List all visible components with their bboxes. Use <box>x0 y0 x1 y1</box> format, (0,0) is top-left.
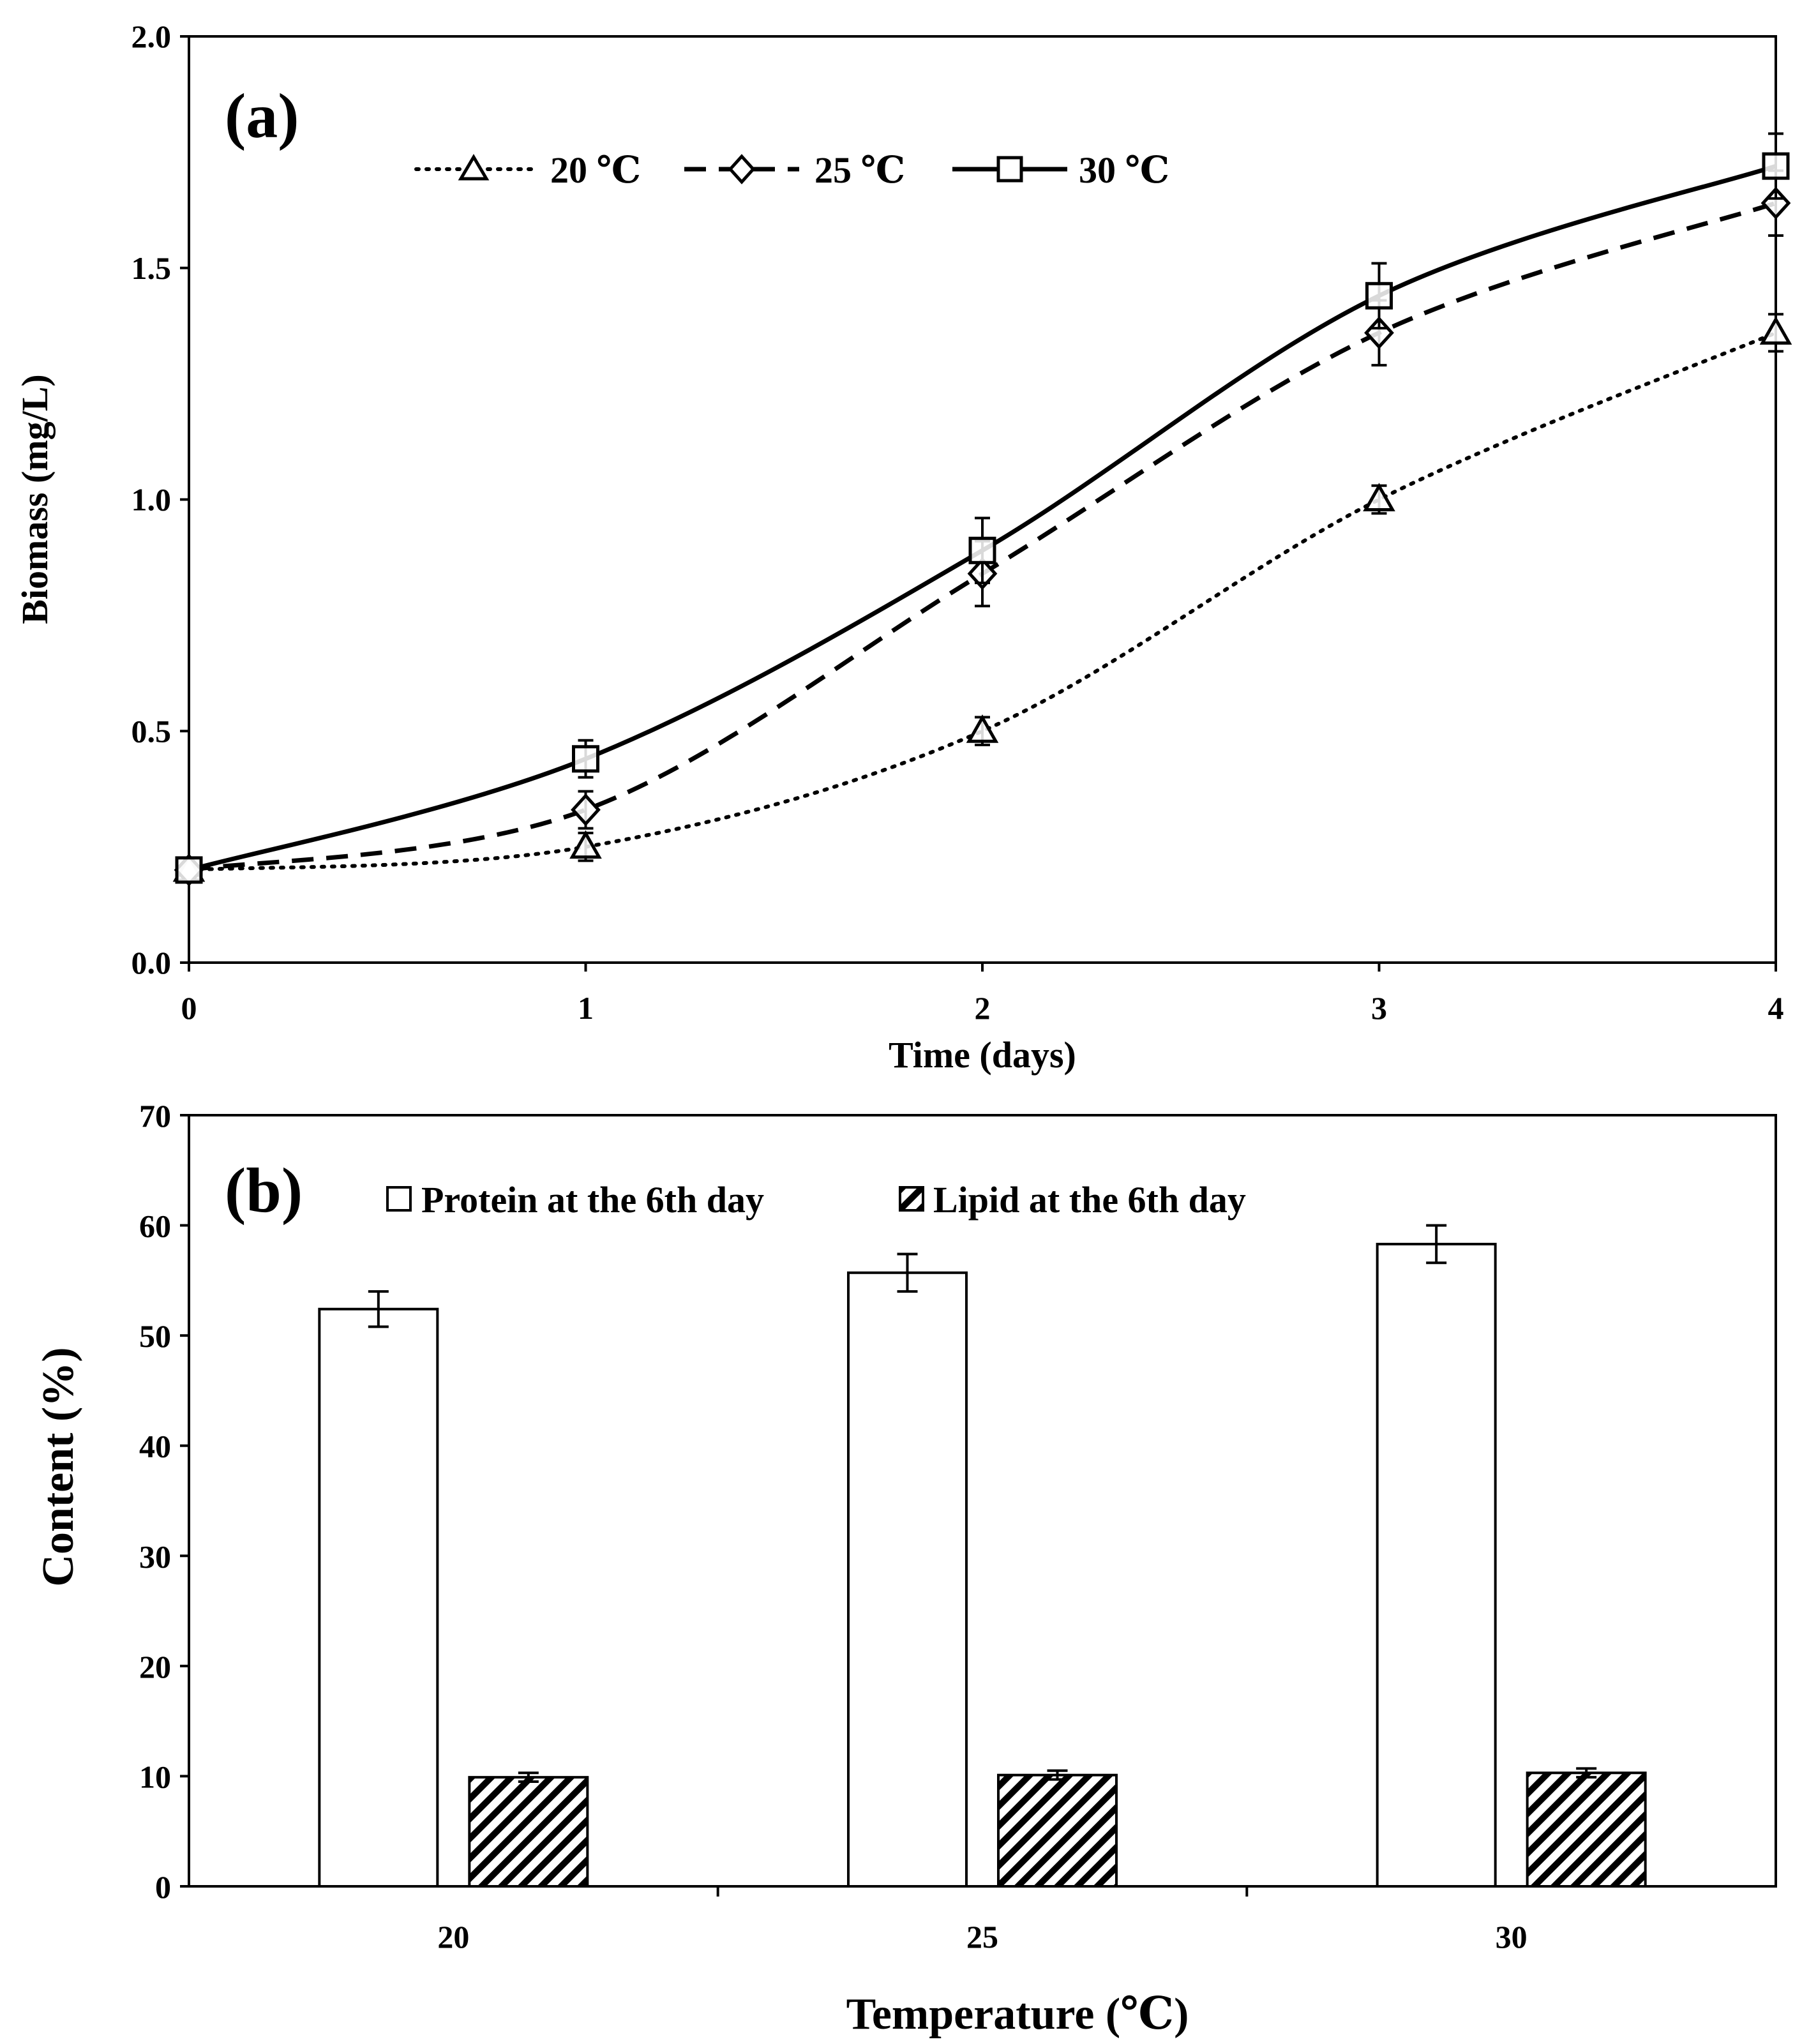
data-point-square <box>175 856 203 884</box>
legend-label-lipid: Lipid at the 6th day <box>933 1179 1246 1221</box>
legend-item-25c: 25 ℃ <box>684 149 905 191</box>
data-point-diamond <box>1364 316 1394 350</box>
x-tick-label: 4 <box>1768 990 1784 1026</box>
panel-b-bars <box>318 1224 1647 1888</box>
bar-protein <box>318 1307 439 1888</box>
legend-item-20c: 20 ℃ <box>414 149 641 191</box>
bar-lipid <box>468 1776 589 1888</box>
panel-a-x-ticks: 0 1 2 3 4 <box>181 963 1784 1026</box>
x-tick-label: 0 <box>181 990 197 1026</box>
y-tick-label: 40 <box>139 1429 171 1464</box>
legend-item-30c: 30 ℃ <box>952 149 1169 191</box>
legend-label-protein: Protein at the 6th day <box>421 1179 764 1221</box>
panel-a-y-ticks: 0.0 0.5 1.0 1.5 2.0 <box>131 19 189 981</box>
panel-b-label: (b) <box>225 1155 303 1226</box>
y-tick-label: 1.0 <box>131 482 172 518</box>
bar-lipid <box>997 1773 1118 1888</box>
y-tick-label: 0.0 <box>131 945 172 981</box>
panel-b-x-axis-label: Temperature (℃) <box>846 1990 1189 2039</box>
bar-protein <box>1376 1242 1497 1888</box>
panel-b-y-ticks: 0 10 20 30 40 50 60 70 <box>139 1098 189 1905</box>
panel-b-legend: Protein at the 6th day Lipid at the 6th … <box>386 1179 1246 1221</box>
data-point-diamond <box>571 793 601 827</box>
bar-lipid <box>1526 1771 1647 1888</box>
legend-item-protein: Protein at the 6th day <box>386 1179 764 1221</box>
panel-a-label: (a) <box>225 80 299 151</box>
data-point-square <box>572 745 599 773</box>
series-line-triangle <box>187 331 1778 872</box>
legend-label-30c: 30 ℃ <box>1079 149 1169 191</box>
panel-b-x-ticks: 20 25 30 <box>437 1886 1528 1955</box>
data-point-square <box>968 536 996 564</box>
x-tick-label: 20 <box>437 1919 469 1955</box>
x-tick-label: 3 <box>1371 990 1387 1026</box>
bar-protein <box>847 1271 968 1888</box>
panel-a-markers <box>172 132 1792 887</box>
x-tick-label: 25 <box>966 1919 998 1955</box>
y-tick-label: 20 <box>139 1649 171 1685</box>
data-point-triangle <box>966 714 999 743</box>
data-point-diamond <box>1760 186 1791 220</box>
data-point-square <box>1762 152 1790 180</box>
y-tick-label: 30 <box>139 1538 171 1574</box>
panel-a-x-axis-label: Time (days) <box>889 1034 1076 1076</box>
y-tick-label: 10 <box>139 1759 171 1794</box>
data-point-triangle <box>1759 316 1792 345</box>
panel-b-y-axis-label: Content (%) <box>34 1347 83 1586</box>
data-point-triangle <box>1363 483 1395 511</box>
panel-a-y-axis-label: Biomass (mg/L) <box>14 374 56 624</box>
data-point-triangle <box>569 830 602 859</box>
y-tick-label: 60 <box>139 1208 171 1244</box>
x-tick-label: 30 <box>1496 1919 1528 1955</box>
legend-item-lipid: Lipid at the 6th day <box>899 1179 1246 1221</box>
y-tick-label: 0.5 <box>131 713 172 749</box>
x-tick-label: 2 <box>975 990 991 1026</box>
y-tick-label: 1.5 <box>131 250 172 286</box>
panel-a-legend: 20 ℃ 25 ℃ 30 ℃ <box>414 149 1169 191</box>
y-tick-label: 2.0 <box>131 19 172 54</box>
legend-label-20c: 20 ℃ <box>550 149 641 191</box>
y-tick-label: 0 <box>155 1869 171 1905</box>
y-tick-label: 50 <box>139 1318 171 1354</box>
panel-b-plot-frame <box>188 1114 1777 1888</box>
legend-label-25c: 25 ℃ <box>814 149 905 191</box>
data-point-square <box>1365 282 1393 310</box>
x-tick-label: 1 <box>578 990 594 1026</box>
panel-a-line-chart: 0.0 0.5 1.0 1.5 2.0 0 1 2 3 4 (a) Time (days) Bi… <box>14 19 1792 1076</box>
y-tick-label: 70 <box>139 1098 171 1134</box>
panel-a-plot-frame <box>188 35 1777 964</box>
panel-b-bar-chart: 0 10 20 30 40 50 60 70 20 25 30 (b) Temperature (… <box>34 1098 1777 2039</box>
